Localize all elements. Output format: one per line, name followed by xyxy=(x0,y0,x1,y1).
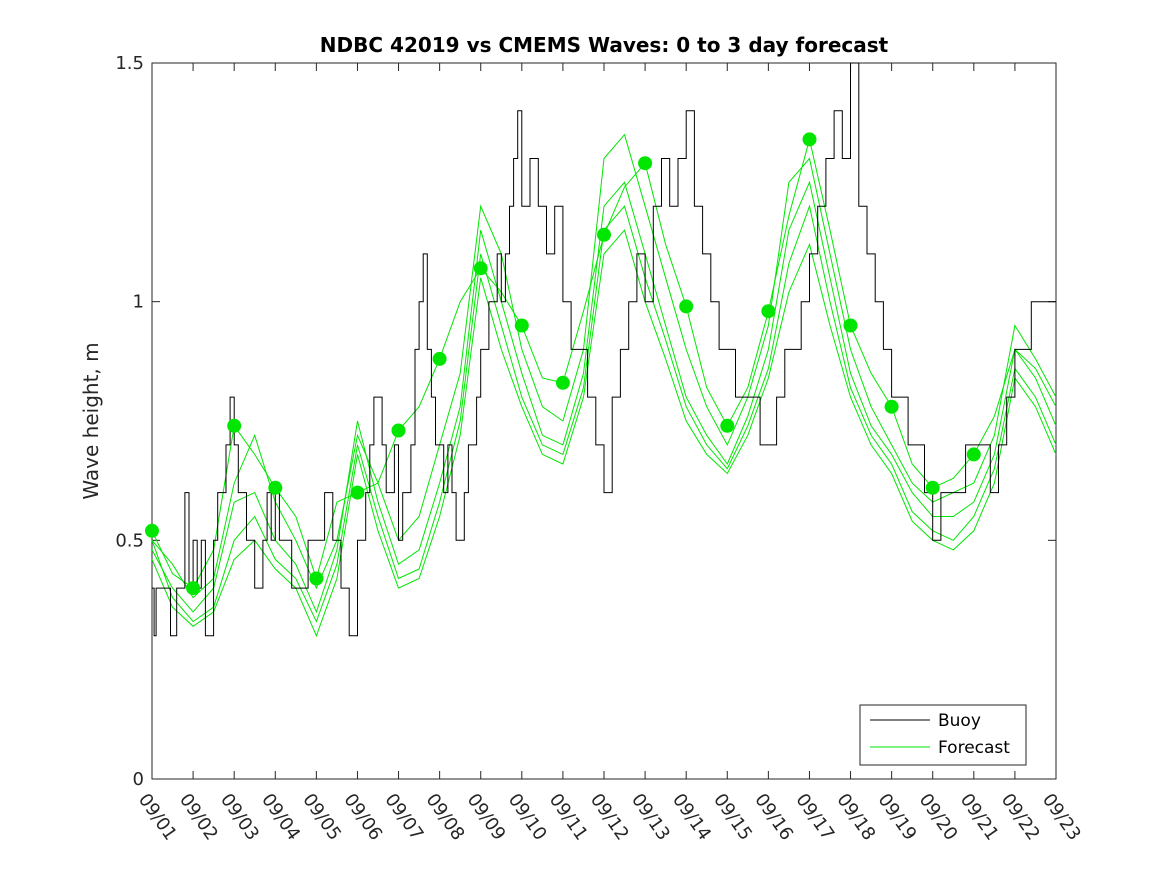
forecast-marker xyxy=(679,299,694,314)
x-tick-label: 09/12 xyxy=(586,790,633,845)
legend-forecast-label: Forecast xyxy=(938,738,1010,758)
forecast-marker xyxy=(925,480,940,495)
y-axis: 0 0.5 1 1.5 xyxy=(115,53,1056,790)
x-tick-label: 09/10 xyxy=(504,790,551,845)
forecast-marker xyxy=(966,447,981,462)
plot-area xyxy=(151,62,1057,780)
x-tick-label: 09/22 xyxy=(997,790,1044,845)
forecast-line-2 xyxy=(151,133,1057,599)
x-tick-label: 09/05 xyxy=(298,790,345,845)
forecast-marker xyxy=(555,375,570,390)
x-tick-label: 09/13 xyxy=(627,790,674,845)
y-axis-label: Wave height, m xyxy=(79,342,103,499)
y-tick-label: 0 xyxy=(133,769,144,790)
forecast-marker xyxy=(186,581,201,596)
x-tick-label: 09/08 xyxy=(422,790,469,845)
forecast-marker xyxy=(843,318,858,333)
x-tick-label: 09/15 xyxy=(709,790,756,845)
x-tick-label: 09/17 xyxy=(791,790,838,845)
x-tick-label: 09/03 xyxy=(216,790,263,845)
forecast-markers xyxy=(145,132,981,596)
forecast-marker xyxy=(268,480,283,495)
x-tick-label: 09/04 xyxy=(257,790,304,845)
forecast-marker xyxy=(473,261,488,276)
y-tick-label: 1.5 xyxy=(115,53,144,74)
y-tick-label: 0.5 xyxy=(115,530,144,551)
forecast-line-5 xyxy=(151,229,1057,638)
x-tick-label: 09/19 xyxy=(874,790,921,845)
x-tick-label: 09/14 xyxy=(668,790,715,845)
x-tick-label: 09/11 xyxy=(545,790,592,845)
buoy-line xyxy=(152,62,1056,637)
forecast-marker xyxy=(802,132,817,147)
forecast-line-3 xyxy=(151,180,1057,614)
x-tick-label: 09/23 xyxy=(1038,790,1085,845)
x-tick-label: 09/21 xyxy=(956,790,1003,845)
forecast-marker xyxy=(761,304,776,319)
forecast-marker xyxy=(884,399,899,414)
x-tick-label: 09/16 xyxy=(750,790,797,845)
forecast-marker xyxy=(391,423,406,438)
x-tick-label: 09/07 xyxy=(380,790,427,845)
chart-title: NDBC 42019 vs CMEMS Waves: 0 to 3 day fo… xyxy=(320,33,889,57)
legend-buoy-label: Buoy xyxy=(938,711,981,731)
forecast-marker xyxy=(350,485,365,500)
forecast-marker xyxy=(432,351,447,366)
forecast-marker xyxy=(720,418,735,433)
forecast-marker xyxy=(145,523,159,538)
buoy-series xyxy=(152,62,1056,637)
legend: Buoy Forecast xyxy=(859,704,1027,766)
legend-box xyxy=(859,704,1027,766)
x-tick-label: 09/18 xyxy=(832,790,879,845)
x-tick-label: 09/01 xyxy=(134,790,181,845)
y-tick-label: 1 xyxy=(133,292,144,313)
x-tick-label: 09/20 xyxy=(915,790,962,845)
forecast-marker xyxy=(514,318,529,333)
forecast-marker xyxy=(597,227,611,242)
x-tick-label: 09/02 xyxy=(175,790,222,845)
forecast-marker xyxy=(309,571,324,586)
x-tick-label: 09/09 xyxy=(463,790,510,845)
forecast-marker xyxy=(227,418,242,433)
forecast-marker xyxy=(638,156,653,171)
x-tick-label: 09/06 xyxy=(339,790,386,845)
